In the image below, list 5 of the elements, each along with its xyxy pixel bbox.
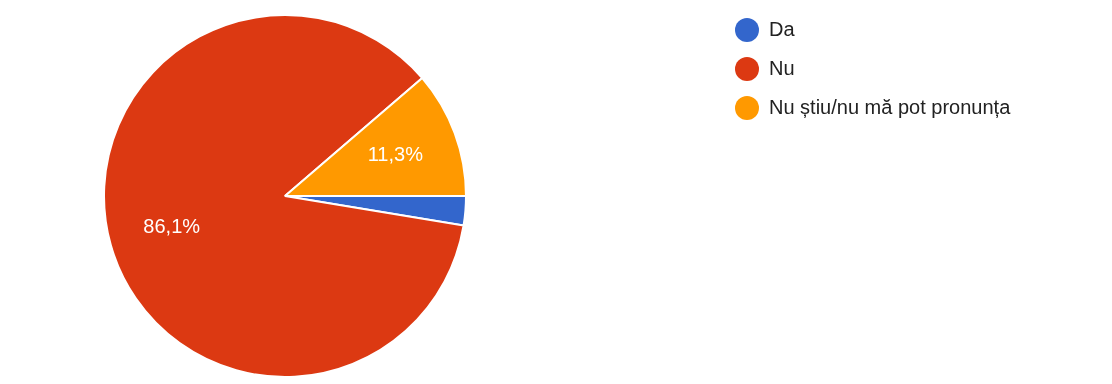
legend-label: Nu [769,57,795,80]
data-label: 11,3% [367,142,424,165]
legend-label: Nu știu/nu mă pot pronunța [769,96,1011,119]
data-label: 86,1% [143,215,201,238]
legend-label: Da [769,18,795,41]
